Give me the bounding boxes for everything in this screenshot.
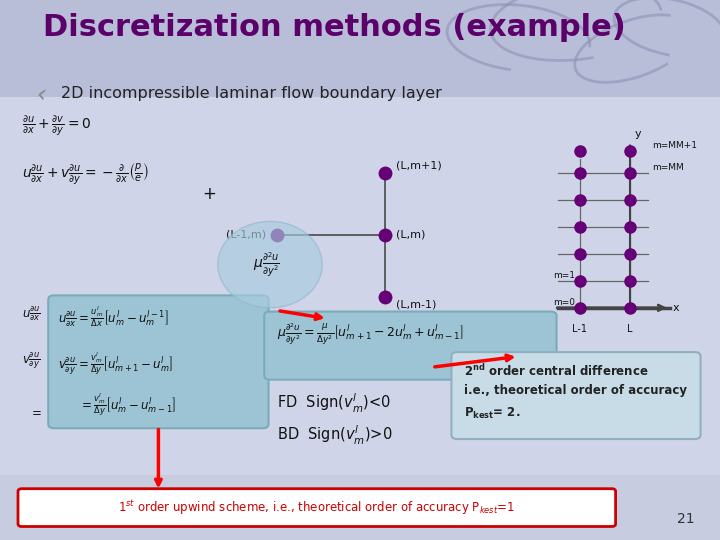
Text: $=\frac{v_{m}^{l}}{\Delta y}\left[u_{m}^{l}-u_{m-1}^{l}\right]$: $=\frac{v_{m}^{l}}{\Delta y}\left[u_{m}^… (79, 392, 176, 418)
Text: $u\frac{\partial u}{\partial x}=\frac{u_{m}^{l}}{\Delta x}\left[u_{m}^{l}-u_{m}^: $u\frac{\partial u}{\partial x}=\frac{u_… (58, 304, 168, 329)
Text: 2D incompressible laminar flow boundary layer: 2D incompressible laminar flow boundary … (61, 86, 442, 102)
Text: FD  Sign($v_{m}^{l}$)<0: FD Sign($v_{m}^{l}$)<0 (277, 392, 391, 415)
Text: m=1: m=1 (553, 271, 575, 280)
Text: 21: 21 (678, 512, 695, 526)
Text: (L-1,m): (L-1,m) (226, 230, 266, 240)
Text: i.e., theoretical order of accuracy: i.e., theoretical order of accuracy (464, 384, 688, 397)
Text: $\mu\frac{\partial^{2}u}{\partial y^{2}}$: $\mu\frac{\partial^{2}u}{\partial y^{2}}… (253, 251, 280, 279)
Text: $\mu\frac{\partial^{2}u}{\partial y^{2}}=\frac{\mu}{\Delta y^{2}}\left[u_{m+1}^{: $\mu\frac{\partial^{2}u}{\partial y^{2}}… (277, 321, 464, 347)
Text: $v\frac{\partial u}{\partial y}$: $v\frac{\partial u}{\partial y}$ (22, 350, 40, 370)
Text: $u\frac{\partial u}{\partial x}$: $u\frac{\partial u}{\partial x}$ (22, 304, 40, 323)
FancyBboxPatch shape (48, 295, 269, 428)
Ellipse shape (217, 221, 323, 308)
Text: $+$: $+$ (202, 185, 216, 204)
Text: $v\frac{\partial u}{\partial y}=\frac{v_{m}^{l}}{\Delta y}\left[u_{m+1}^{l}-u_{m: $v\frac{\partial u}{\partial y}=\frac{v_… (58, 350, 173, 376)
Text: Discretization methods (example): Discretization methods (example) (43, 14, 626, 43)
Text: x: x (672, 303, 679, 313)
FancyBboxPatch shape (0, 475, 720, 540)
Text: m=0: m=0 (553, 298, 575, 307)
Text: m=MM: m=MM (652, 163, 684, 172)
Text: BD  Sign($v_{m}^{l}$)>0: BD Sign($v_{m}^{l}$)>0 (277, 424, 393, 447)
Text: (L,m): (L,m) (396, 230, 426, 240)
Text: m=MM+1: m=MM+1 (652, 141, 698, 150)
Text: $\mathbf{2^{nd}}$ order central difference: $\mathbf{2^{nd}}$ order central differen… (464, 363, 649, 379)
Text: y: y (634, 129, 641, 139)
Text: ‹: ‹ (36, 84, 46, 107)
FancyBboxPatch shape (18, 489, 616, 526)
Text: $=$: $=$ (29, 406, 42, 419)
Text: (L,m-1): (L,m-1) (396, 300, 436, 310)
Text: $\frac{\partial u}{\partial x}+\frac{\partial v}{\partial y}=0$: $\frac{\partial u}{\partial x}+\frac{\pa… (22, 113, 91, 138)
FancyBboxPatch shape (0, 0, 720, 97)
Text: P$_{\mathbf{kest}}$= 2.: P$_{\mathbf{kest}}$= 2. (464, 406, 521, 421)
Text: $u\frac{\partial u}{\partial x}+v\frac{\partial u}{\partial y}=-\frac{\partial}{: $u\frac{\partial u}{\partial x}+v\frac{\… (22, 162, 149, 187)
Text: (L,m+1): (L,m+1) (396, 160, 442, 170)
FancyBboxPatch shape (264, 312, 557, 380)
Text: L: L (627, 324, 633, 334)
FancyBboxPatch shape (451, 352, 701, 439)
Text: $1^{st}$ order upwind scheme, i.e., theoretical order of accuracy P$_{kest}$=1: $1^{st}$ order upwind scheme, i.e., theo… (118, 498, 516, 517)
Text: L-1: L-1 (572, 324, 587, 334)
